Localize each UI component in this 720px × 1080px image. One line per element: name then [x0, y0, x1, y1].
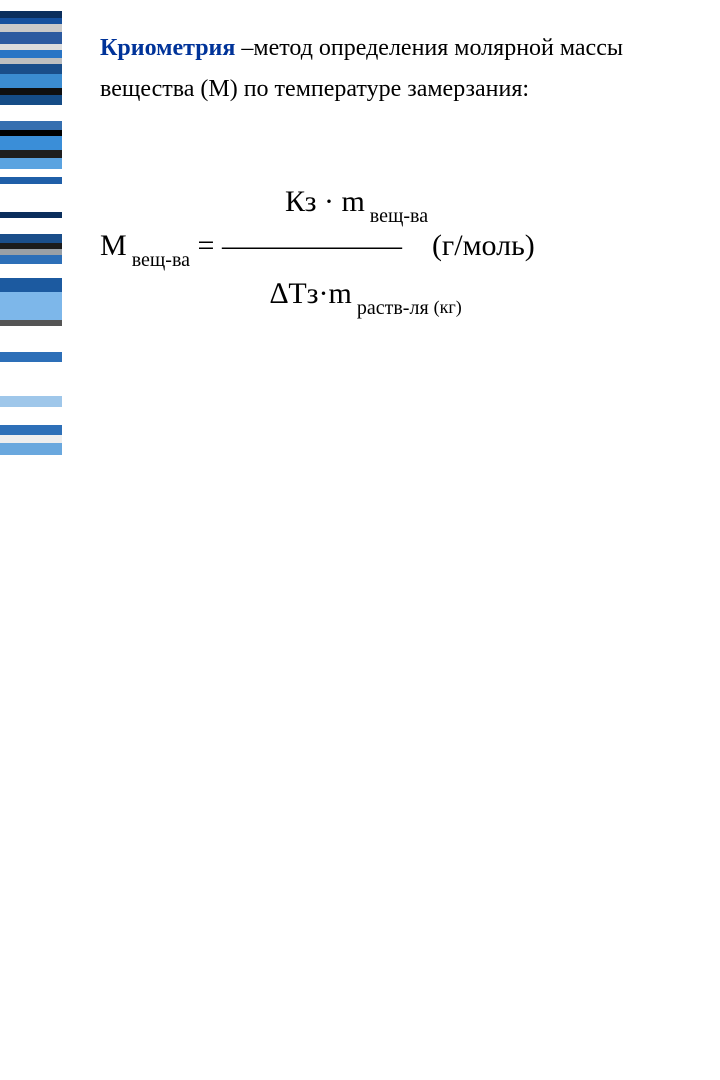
sidebar-stripe: [0, 64, 62, 74]
slide-content: Криометрия –метод определения молярной м…: [100, 28, 660, 325]
sidebar-stripe: [0, 443, 62, 455]
sidebar-stripe: [0, 455, 62, 1080]
sidebar-stripe: [0, 136, 62, 150]
term-word: Криометрия: [100, 35, 235, 61]
denom-tail: (кг): [434, 297, 462, 317]
sidebar-stripe: [0, 278, 62, 292]
decorative-sidebar: [0, 0, 62, 540]
formula-block: Кз · m вещ-ва М вещ-ва = ——————(г/моль) …: [100, 185, 660, 325]
sidebar-stripe: [0, 292, 62, 320]
sidebar-stripe: [0, 184, 62, 212]
sidebar-stripe: [0, 95, 62, 105]
sidebar-stripe: [0, 264, 62, 278]
sidebar-stripe: [0, 150, 62, 158]
sidebar-stripe: [0, 177, 62, 184]
lhs-main: М: [100, 229, 127, 262]
sidebar-stripe: [0, 32, 62, 44]
sidebar-stripe: [0, 158, 62, 169]
sidebar-stripe: [0, 105, 62, 121]
sidebar-stripe: [0, 50, 62, 58]
sidebar-stripe: [0, 352, 62, 362]
sidebar-stripe: [0, 234, 62, 243]
denom-main: ∆Тз·m: [270, 277, 352, 310]
sidebar-stripe: [0, 425, 62, 435]
definition-rest1: –метод определения молярной массы: [235, 35, 623, 61]
sidebar-stripe: [0, 396, 62, 407]
numerator-sub: вещ-ва: [365, 205, 428, 227]
denom-sub: раств-ля: [352, 297, 434, 319]
sidebar-stripe: [0, 218, 62, 234]
formula-middle-row: М вещ-ва = —————— (г/моль): [100, 229, 535, 268]
formula-numerator: Кз · m вещ-ва: [285, 185, 428, 224]
units: (г/моль): [432, 229, 535, 262]
sidebar-stripe: [0, 169, 62, 177]
sidebar-stripe: [0, 255, 62, 264]
numerator-main: Кз · m: [285, 185, 365, 218]
sidebar-stripe: [0, 11, 62, 18]
lhs-sub: вещ-ва: [127, 249, 190, 271]
definition-line1: Криометрия –метод определения молярной м…: [100, 28, 660, 69]
sidebar-stripe: [0, 74, 62, 88]
sidebar-stripe: [0, 121, 62, 130]
sidebar-stripe: [0, 24, 62, 32]
definition-line2: вещества (М) по температуре замерзания:: [100, 69, 660, 110]
sidebar-stripe: [0, 88, 62, 95]
fraction-bar: ——————: [222, 229, 402, 262]
sidebar-stripe: [0, 326, 62, 352]
sidebar-stripe: [0, 407, 62, 425]
sidebar-stripe: [0, 435, 62, 443]
formula-denominator: ∆Тз·m раств-ля (кг): [270, 277, 462, 316]
sidebar-stripe: [0, 362, 62, 396]
sidebar-stripe: [0, 0, 62, 11]
equals-sign: =: [190, 229, 222, 262]
